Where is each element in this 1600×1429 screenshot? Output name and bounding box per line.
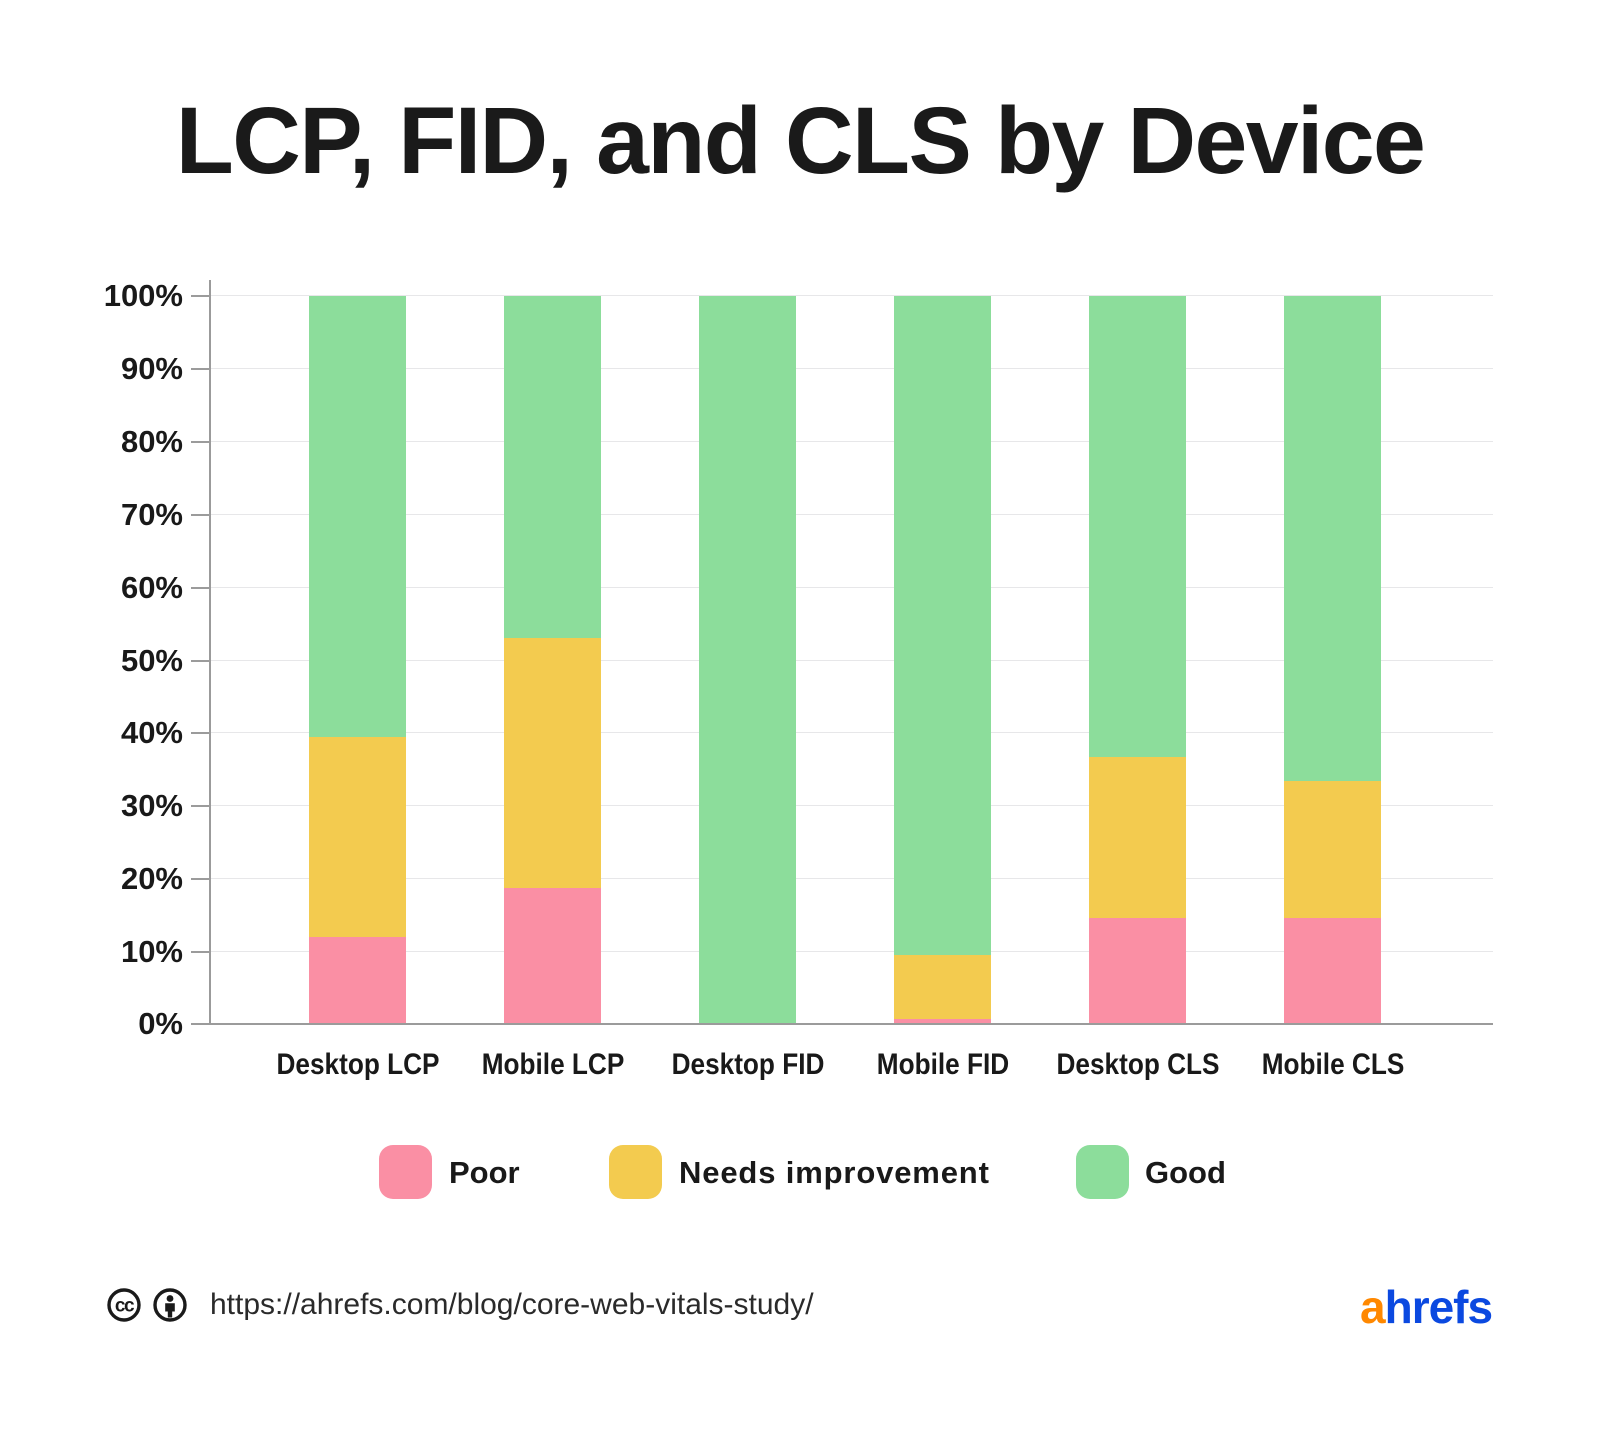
svg-text:cc: cc: [115, 1296, 135, 1317]
